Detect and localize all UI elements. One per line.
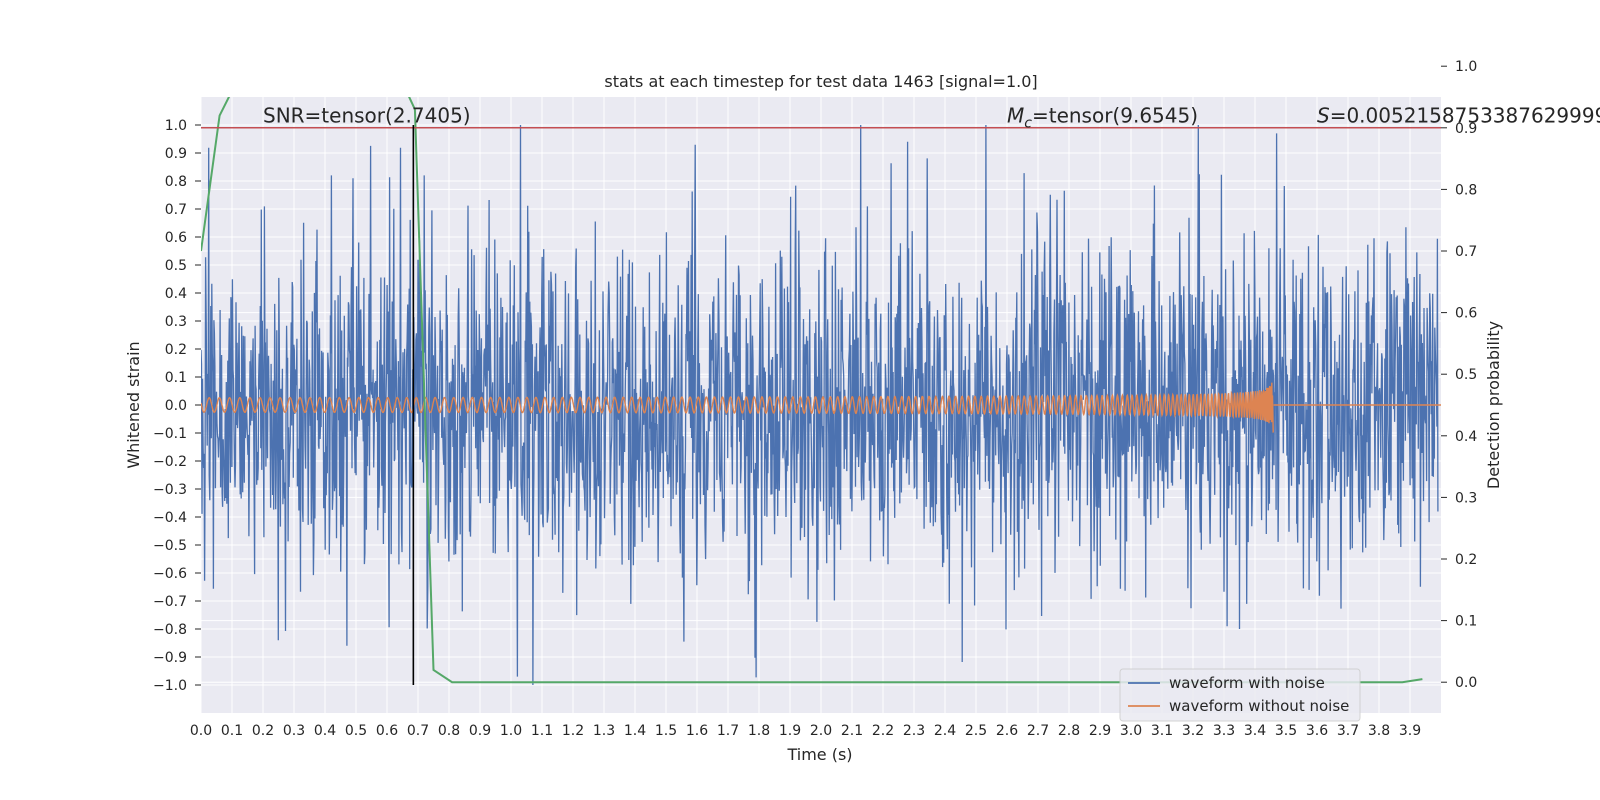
series-waveform-with-noise — [201, 124, 1439, 686]
y-tick-label: 0.5 — [165, 258, 187, 274]
x-tick-label: 3.1 — [1151, 723, 1173, 739]
x-tick-label: 3.3 — [1213, 723, 1235, 739]
y2-axis-label: Detection probability — [1484, 321, 1503, 489]
x-tick-label: 2.8 — [1058, 723, 1080, 739]
x-tick-label: 1.9 — [779, 723, 801, 739]
y2-tick-label: 0.6 — [1455, 306, 1477, 322]
y2-tick-label: 0.9 — [1455, 121, 1477, 137]
y2-tick-labels: 0.0 0.1 0.2 0.3 0.4 0.5 0.6 0.7 0.8 0.9 1.0 — [1441, 59, 1477, 691]
y-tick-label: 0.2 — [165, 342, 187, 358]
x-tick-label: 0.4 — [314, 723, 336, 739]
y2-tick-label: 0.2 — [1455, 552, 1477, 568]
y-tick-labels: −1.0 −0.9 −0.8 −0.7 −0.6 −0.5 −0.4 −0.3 −0.2 −0.1… — [153, 118, 201, 694]
y-tick-label: −0.1 — [153, 426, 187, 442]
x-tick-label: 2.6 — [996, 723, 1018, 739]
x-tick-label: 2.3 — [903, 723, 925, 739]
y2-tick-label: 0.8 — [1455, 182, 1477, 198]
x-tick-label: 3.5 — [1275, 723, 1297, 739]
y-tick-label: −0.5 — [153, 538, 187, 554]
x-tick-label: 2.0 — [810, 723, 832, 739]
x-tick-label: 3.9 — [1399, 723, 1421, 739]
y-tick-label: −0.3 — [153, 482, 187, 498]
y-tick-label: −0.7 — [153, 594, 187, 610]
y-tick-label: −0.2 — [153, 454, 187, 470]
x-tick-label: 3.0 — [1120, 723, 1142, 739]
x-tick-label: 1.1 — [531, 723, 553, 739]
x-tick-label: 0.5 — [345, 723, 367, 739]
x-tick-labels: 0.0 0.1 0.2 0.3 0.4 0.5 0.6 0.7 0.8 0.9 1.0 1.1 1.2 1… — [190, 723, 1421, 739]
x-tick-label: 2.1 — [841, 723, 863, 739]
y-tick-label: 0.8 — [165, 174, 187, 190]
x-tick-label: 0.8 — [438, 723, 460, 739]
x-tick-label: 2.2 — [872, 723, 894, 739]
x-tick-label: 0.6 — [376, 723, 398, 739]
y2-tick-label: 0.7 — [1455, 244, 1477, 260]
chart-title: stats at each timestep for test data 146… — [604, 72, 1037, 91]
annotation-2: S=0.0052158753387629999 — [1317, 104, 1600, 128]
x-tick-label: 3.6 — [1306, 723, 1328, 739]
x-tick-label: 1.5 — [655, 723, 677, 739]
x-tick-label: 0.1 — [221, 723, 243, 739]
series-waveform-without-noise — [201, 382, 1274, 433]
x-tick-label: 1.4 — [624, 723, 646, 739]
x-tick-label: 1.7 — [717, 723, 739, 739]
x-tick-label: 0.3 — [283, 723, 305, 739]
y-tick-label: 0.9 — [165, 146, 187, 162]
x-tick-label: 1.0 — [500, 723, 522, 739]
x-tick-label: 3.8 — [1368, 723, 1390, 739]
y-tick-label: −0.9 — [153, 650, 187, 666]
legend-box — [1119, 668, 1361, 722]
y-tick-label: 0.4 — [165, 286, 187, 302]
y-tick-label: 0.0 — [165, 398, 187, 414]
y-tick-label: −0.4 — [153, 510, 187, 526]
y2-tick-label: 0.1 — [1455, 614, 1477, 630]
series-detection-probability — [201, 97, 1423, 684]
y2-tick-label: 0.0 — [1455, 675, 1477, 691]
annotation-1: Mc=tensor(9.6545) — [1007, 104, 1198, 132]
legend-label-without-noise: waveform without noise — [1169, 697, 1349, 715]
x-tick-label: 1.8 — [748, 723, 770, 739]
y-tick-label: 0.7 — [165, 202, 187, 218]
y-tick-label: −0.8 — [153, 622, 187, 638]
x-tick-label: 0.7 — [407, 723, 429, 739]
annotation-0: SNR=tensor(2.7405) — [263, 104, 471, 128]
y-tick-label: 0.1 — [165, 370, 187, 386]
legend-label-with-noise: waveform with noise — [1169, 674, 1325, 692]
y-axis-label: Whitened strain — [124, 341, 143, 468]
overlay-layer — [201, 125, 1441, 685]
x-tick-label: 3.4 — [1244, 723, 1266, 739]
y2-tick-label: 0.4 — [1455, 429, 1477, 445]
x-tick-label: 2.7 — [1027, 723, 1049, 739]
series-layer — [201, 97, 1441, 686]
y-tick-label: −1.0 — [153, 678, 187, 694]
x-tick-label: 2.9 — [1089, 723, 1111, 739]
legend: waveform with noise waveform without noi… — [1119, 668, 1361, 722]
y-tick-label: 0.3 — [165, 314, 187, 330]
y2-tick-label: 0.5 — [1455, 367, 1477, 383]
y-tick-label: 1.0 — [165, 118, 187, 134]
y-tick-label: 0.6 — [165, 230, 187, 246]
x-tick-label: 3.2 — [1182, 723, 1204, 739]
x-tick-label: 0.0 — [190, 723, 212, 739]
y-tick-label: −0.6 — [153, 566, 187, 582]
annotations: SNR=tensor(2.7405) Mc=tensor(9.6545) S=0.0… — [263, 104, 1600, 132]
x-tick-label: 0.9 — [469, 723, 491, 739]
x-tick-label: 1.2 — [562, 723, 584, 739]
x-tick-label: 2.4 — [934, 723, 956, 739]
x-axis-label: Time (s) — [786, 745, 852, 764]
x-tick-label: 2.5 — [965, 723, 987, 739]
y2-tick-label: 1.0 — [1455, 59, 1477, 75]
x-tick-label: 1.6 — [686, 723, 708, 739]
y2-tick-label: 0.3 — [1455, 490, 1477, 506]
x-tick-label: 3.7 — [1337, 723, 1359, 739]
x-tick-label: 0.2 — [252, 723, 274, 739]
x-tick-label: 1.3 — [593, 723, 615, 739]
